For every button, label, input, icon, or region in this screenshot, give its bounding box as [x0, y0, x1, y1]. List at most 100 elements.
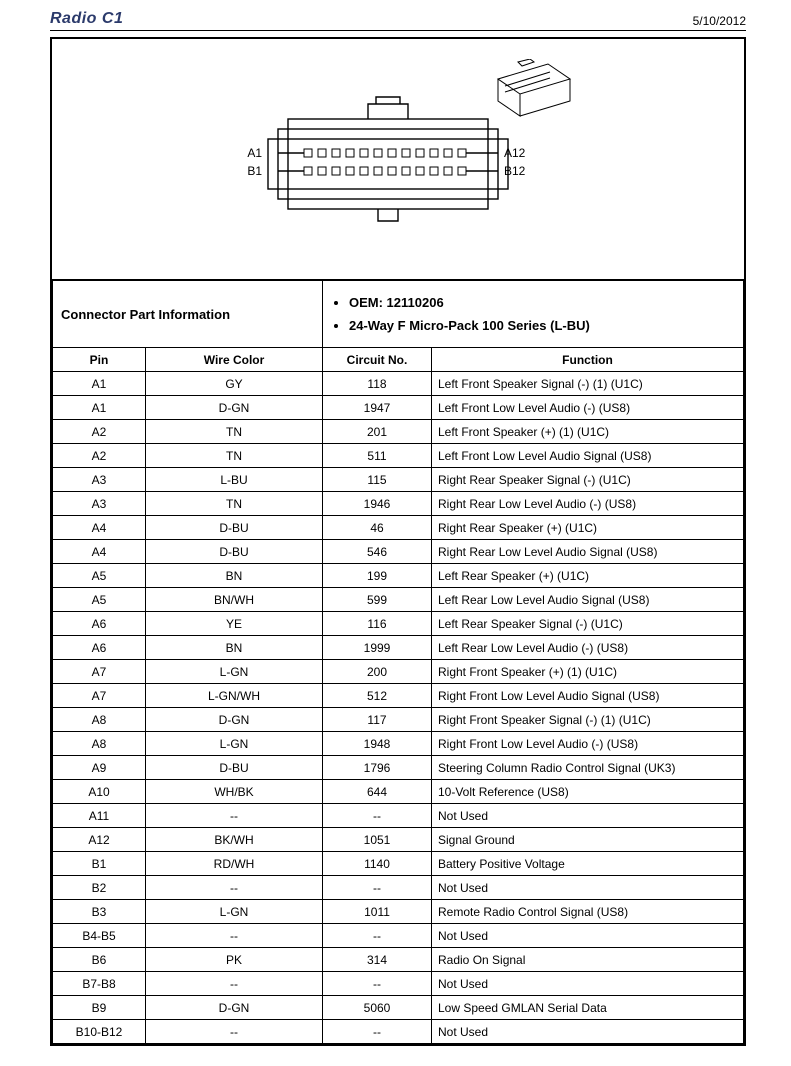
table-row: A8D-GN117Right Front Speaker Signal (-) …	[53, 708, 744, 732]
cell-pin: B3	[53, 900, 146, 924]
table-row: A9D-BU1796Steering Column Radio Control …	[53, 756, 744, 780]
cell-pin: A3	[53, 492, 146, 516]
cell-wire: GY	[146, 372, 323, 396]
table-row: A1GY118Left Front Speaker Signal (-) (1)…	[53, 372, 744, 396]
table-row: A7L-GN/WH512Right Front Low Level Audio …	[53, 684, 744, 708]
cell-wire: BN	[146, 564, 323, 588]
col-header-wire: Wire Color	[146, 348, 323, 372]
cell-circuit: 5060	[323, 996, 432, 1020]
cell-function: Right Front Speaker Signal (-) (1) (U1C)	[432, 708, 744, 732]
cell-circuit: 314	[323, 948, 432, 972]
table-row: B10-B12----Not Used	[53, 1020, 744, 1044]
cell-circuit: --	[323, 876, 432, 900]
cell-wire: RD/WH	[146, 852, 323, 876]
cell-function: Left Front Speaker Signal (-) (1) (U1C)	[432, 372, 744, 396]
cell-circuit: 546	[323, 540, 432, 564]
cell-pin: A12	[53, 828, 146, 852]
table-row: A8L-GN1948Right Front Low Level Audio (-…	[53, 732, 744, 756]
table-row: B6PK314Radio On Signal	[53, 948, 744, 972]
cell-function: Not Used	[432, 972, 744, 996]
cell-pin: A6	[53, 636, 146, 660]
cell-wire: D-GN	[146, 396, 323, 420]
table-row: A4D-BU46Right Rear Speaker (+) (U1C)	[53, 516, 744, 540]
cell-function: Right Front Speaker (+) (1) (U1C)	[432, 660, 744, 684]
table-row: A10WH/BK64410-Volt Reference (US8)	[53, 780, 744, 804]
table-row: A12BK/WH1051Signal Ground	[53, 828, 744, 852]
diagram-label-a12: A12	[504, 146, 526, 160]
cell-pin: A8	[53, 708, 146, 732]
cell-circuit: 1947	[323, 396, 432, 420]
cell-circuit: 644	[323, 780, 432, 804]
col-header-circuit: Circuit No.	[323, 348, 432, 372]
cell-wire: D-BU	[146, 756, 323, 780]
cpi-bullet-desc: 24-Way F Micro-Pack 100 Series (L-BU)	[349, 318, 737, 333]
cell-function: Not Used	[432, 1020, 744, 1044]
cell-circuit: 512	[323, 684, 432, 708]
connector-part-info-label: Connector Part Information	[53, 281, 323, 348]
table-row: A3L-BU115Right Rear Speaker Signal (-) (…	[53, 468, 744, 492]
cell-function: Right Front Low Level Audio (-) (US8)	[432, 732, 744, 756]
cell-circuit: 115	[323, 468, 432, 492]
cell-pin: A6	[53, 612, 146, 636]
cell-wire: L-BU	[146, 468, 323, 492]
cell-circuit: --	[323, 924, 432, 948]
cell-circuit: 1948	[323, 732, 432, 756]
cell-pin: A4	[53, 516, 146, 540]
cell-pin: B4-B5	[53, 924, 146, 948]
cell-function: Left Rear Low Level Audio Signal (US8)	[432, 588, 744, 612]
cell-pin: B10-B12	[53, 1020, 146, 1044]
cell-function: Signal Ground	[432, 828, 744, 852]
cell-circuit: 1999	[323, 636, 432, 660]
cell-wire: TN	[146, 420, 323, 444]
table-row: B3L-GN1011Remote Radio Control Signal (U…	[53, 900, 744, 924]
cell-wire: L-GN	[146, 900, 323, 924]
diagram-label-b12: B12	[504, 164, 526, 178]
cell-function: Right Rear Speaker (+) (U1C)	[432, 516, 744, 540]
cell-wire: D-BU	[146, 540, 323, 564]
page: Radio C1 5/10/2012	[0, 0, 791, 1066]
cell-function: Radio On Signal	[432, 948, 744, 972]
page-title: Radio C1	[50, 10, 123, 28]
table-row: A2TN201Left Front Speaker (+) (1) (U1C)	[53, 420, 744, 444]
cell-wire: D-BU	[146, 516, 323, 540]
cell-wire: --	[146, 876, 323, 900]
cell-pin: A1	[53, 396, 146, 420]
cell-pin: A7	[53, 660, 146, 684]
cell-function: Steering Column Radio Control Signal (UK…	[432, 756, 744, 780]
cell-function: Left Rear Low Level Audio (-) (US8)	[432, 636, 744, 660]
cell-circuit: 201	[323, 420, 432, 444]
table-row: A2TN511Left Front Low Level Audio Signal…	[53, 444, 744, 468]
cell-wire: TN	[146, 444, 323, 468]
connector-diagram-svg: A1 A12 B1 B12	[218, 59, 578, 259]
cell-function: Left Rear Speaker Signal (-) (U1C)	[432, 612, 744, 636]
cell-circuit: --	[323, 1020, 432, 1044]
cell-wire: D-GN	[146, 996, 323, 1020]
outer-frame: A1 A12 B1 B12 Connector Part Information…	[50, 37, 746, 1046]
cell-function: Not Used	[432, 804, 744, 828]
cell-circuit: 1946	[323, 492, 432, 516]
cell-wire: PK	[146, 948, 323, 972]
cell-pin: A7	[53, 684, 146, 708]
cell-function: Low Speed GMLAN Serial Data	[432, 996, 744, 1020]
cell-function: Not Used	[432, 924, 744, 948]
cell-circuit: --	[323, 804, 432, 828]
cell-wire: TN	[146, 492, 323, 516]
cell-wire: BN	[146, 636, 323, 660]
diagram-label-a1: A1	[247, 146, 262, 160]
cell-pin: B2	[53, 876, 146, 900]
cell-pin: A4	[53, 540, 146, 564]
cell-circuit: 1140	[323, 852, 432, 876]
cell-pin: B7-B8	[53, 972, 146, 996]
connector-diagram: A1 A12 B1 B12	[52, 39, 744, 280]
cell-wire: --	[146, 1020, 323, 1044]
table-row: A11----Not Used	[53, 804, 744, 828]
table-row: A6BN1999Left Rear Low Level Audio (-) (U…	[53, 636, 744, 660]
cell-function: 10-Volt Reference (US8)	[432, 780, 744, 804]
table-row: A7L-GN200Right Front Speaker (+) (1) (U1…	[53, 660, 744, 684]
cell-circuit: 1051	[323, 828, 432, 852]
col-header-pin: Pin	[53, 348, 146, 372]
cell-circuit: 511	[323, 444, 432, 468]
connector-part-info-row: Connector Part Information OEM: 12110206…	[53, 281, 744, 348]
cell-pin: A2	[53, 420, 146, 444]
cell-wire: --	[146, 924, 323, 948]
